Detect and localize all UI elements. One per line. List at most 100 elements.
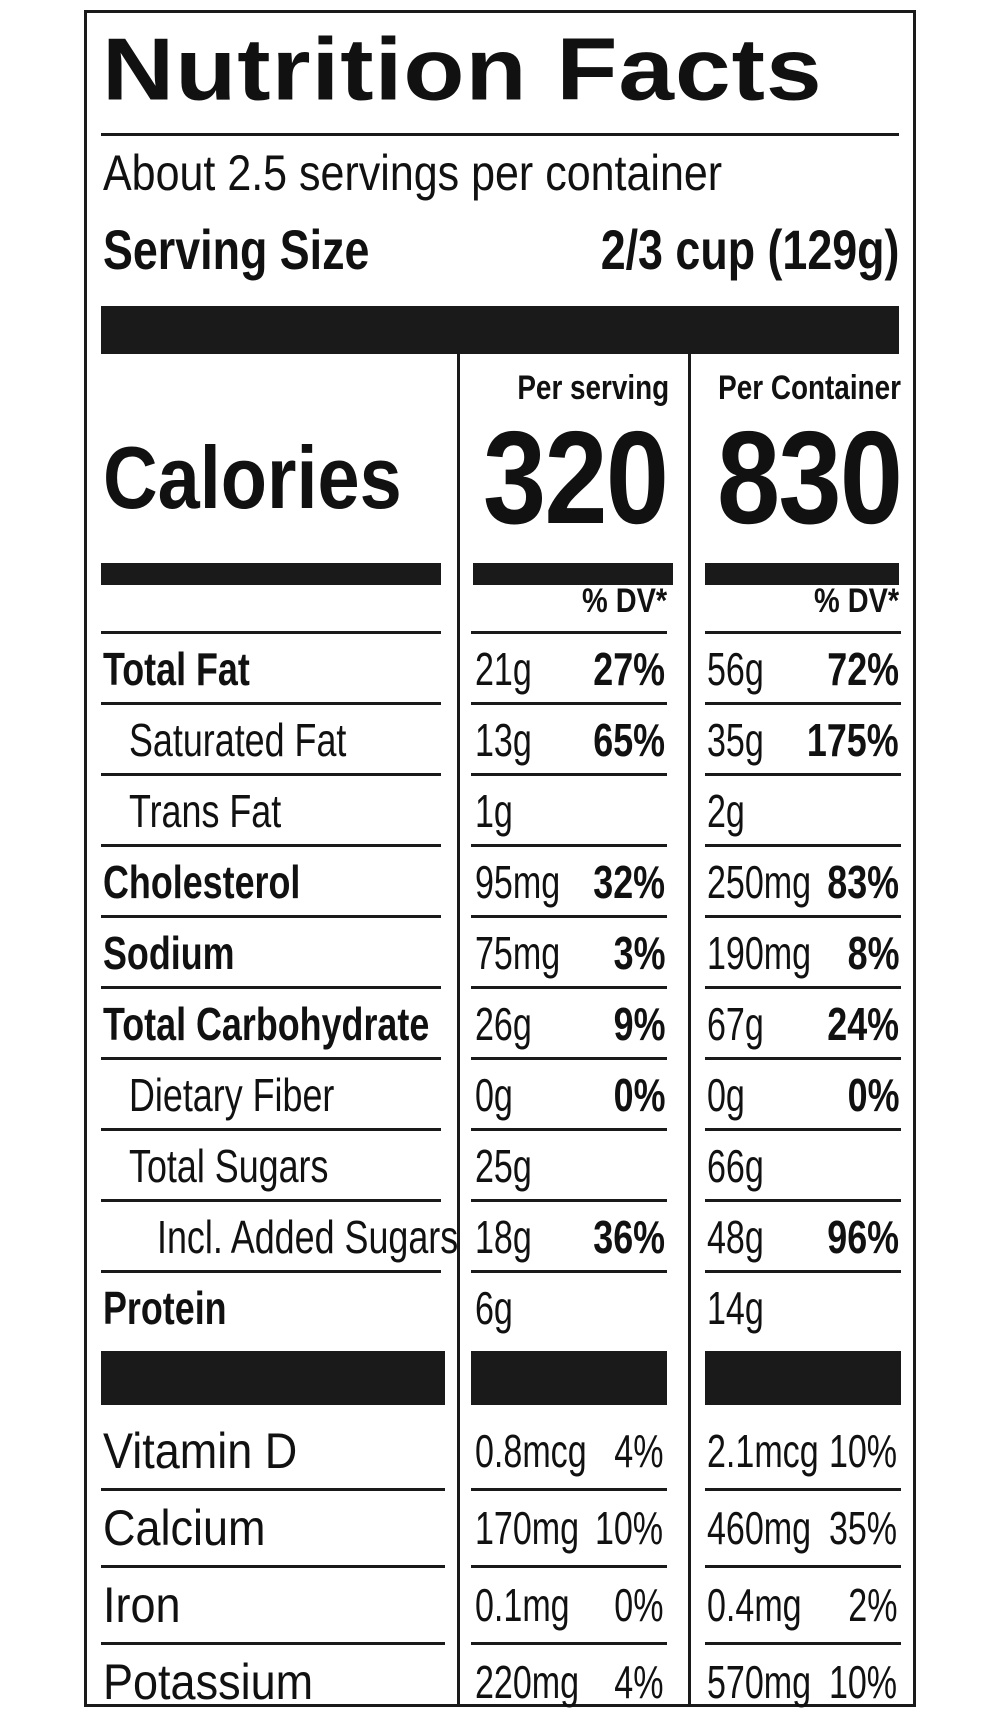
row-separator — [705, 986, 901, 989]
container-dv: 35% — [828, 1502, 897, 1554]
row-separator — [471, 1642, 667, 1645]
container-amount: 67g — [707, 998, 764, 1050]
vitamin-name: Vitamin D — [103, 1423, 298, 1479]
row-separator — [705, 844, 901, 847]
container-dv: 175% — [807, 714, 899, 766]
container-dv: 96% — [827, 1211, 899, 1263]
serving-amount: 18g — [475, 1211, 532, 1263]
serving-dv: 0% — [613, 1069, 665, 1121]
servings-per-container: About 2.5 servings per container — [103, 145, 723, 201]
row-separator — [705, 1565, 901, 1568]
serving-amount: 0.1mg — [475, 1579, 570, 1631]
serving-dv: 36% — [593, 1211, 665, 1263]
row-separator — [471, 986, 667, 989]
nutrient-name: Total Fat — [103, 643, 250, 695]
per-container-header: Per Container — [718, 369, 901, 407]
container-amount: 35g — [707, 714, 764, 766]
container-amount: 14g — [707, 1282, 764, 1334]
serving-dv: 32% — [593, 856, 665, 908]
row-separator — [471, 1565, 667, 1568]
dv-header-serving: % DV* — [581, 582, 667, 620]
serving-dv: 3% — [613, 927, 665, 979]
serving-amount: 25g — [475, 1140, 532, 1192]
nutrient-name: Protein — [103, 1282, 227, 1334]
vitamin-name: Calcium — [103, 1500, 266, 1556]
serving-amount: 13g — [475, 714, 532, 766]
row-separator — [101, 702, 441, 705]
container-dv: 10% — [828, 1656, 897, 1708]
serving-amount: 6g — [475, 1282, 513, 1334]
serving-amount: 75mg — [475, 927, 561, 979]
serving-amount: 0.8mcg — [475, 1425, 587, 1477]
calories-bar-container — [705, 563, 899, 585]
panel-title: Nutrition Facts — [102, 20, 823, 119]
container-amount: 0g — [707, 1069, 745, 1121]
row-separator — [705, 773, 901, 776]
row-separator — [101, 915, 441, 918]
container-dv: 72% — [827, 643, 899, 695]
vitamin-bar-container — [705, 1351, 901, 1405]
row-separator — [101, 844, 441, 847]
row-separator — [471, 1128, 667, 1131]
nutrient-name: Trans Fat — [129, 785, 282, 837]
row-separator — [101, 1270, 441, 1273]
container-amount: 570mg — [707, 1656, 812, 1708]
container-dv: 8% — [847, 927, 899, 979]
nutrient-name: Incl. Added Sugars — [157, 1211, 459, 1263]
row-separator — [101, 631, 441, 634]
row-separator — [705, 1488, 901, 1491]
nutrient-name: Total Sugars — [129, 1140, 329, 1192]
calories-per-serving: 320 — [482, 404, 669, 551]
column-divider-2 — [688, 354, 691, 1704]
serving-amount: 0g — [475, 1069, 513, 1121]
row-separator — [705, 1270, 901, 1273]
vitamin-name: Iron — [103, 1577, 181, 1633]
row-separator — [471, 1199, 667, 1202]
serving-amount: 21g — [475, 643, 532, 695]
row-separator — [705, 702, 901, 705]
row-separator — [471, 915, 667, 918]
row-separator — [101, 773, 441, 776]
row-separator — [471, 1057, 667, 1060]
nutrient-name: Saturated Fat — [129, 714, 347, 766]
row-separator — [101, 1565, 445, 1568]
row-separator — [101, 986, 441, 989]
serving-dv: 4% — [613, 1656, 663, 1708]
calories-bar-label — [101, 563, 441, 585]
title-divider — [101, 133, 899, 136]
calories-per-container: 830 — [716, 404, 903, 551]
container-amount: 56g — [707, 643, 764, 695]
row-separator — [471, 1270, 667, 1273]
serving-dv: 0% — [613, 1579, 663, 1631]
container-dv: 0% — [847, 1069, 899, 1121]
row-separator — [471, 1488, 667, 1491]
container-dv: 10% — [828, 1425, 897, 1477]
container-amount: 48g — [707, 1211, 764, 1263]
row-separator — [471, 631, 667, 634]
container-amount: 66g — [707, 1140, 764, 1192]
calories-bar-serving — [473, 563, 673, 585]
container-amount: 2g — [707, 785, 745, 837]
serving-amount: 170mg — [475, 1502, 580, 1554]
container-dv: 24% — [827, 998, 899, 1050]
row-separator — [471, 844, 667, 847]
row-separator — [705, 1199, 901, 1202]
row-separator — [705, 915, 901, 918]
nutrient-name: Total Carbohydrate — [103, 998, 430, 1050]
serving-dv: 4% — [613, 1425, 663, 1477]
serving-amount: 220mg — [475, 1656, 580, 1708]
serving-size-value: 2/3 cup (129g) — [600, 218, 899, 281]
container-amount: 0.4mg — [707, 1579, 802, 1631]
per-serving-header: Per serving — [517, 369, 669, 407]
row-separator — [101, 1199, 441, 1202]
row-separator — [705, 1642, 901, 1645]
serving-amount: 95mg — [475, 856, 561, 908]
nutrient-name: Cholesterol — [103, 856, 301, 908]
serving-dv: 27% — [593, 643, 665, 695]
nutrient-name: Sodium — [103, 927, 235, 979]
nutrient-name: Dietary Fiber — [129, 1069, 335, 1121]
row-separator — [705, 1128, 901, 1131]
vitamin-name: Potassium — [103, 1654, 314, 1710]
nutrition-facts-panel: Nutrition Facts About 2.5 servings per c… — [84, 10, 916, 1710]
row-separator — [101, 1642, 445, 1645]
